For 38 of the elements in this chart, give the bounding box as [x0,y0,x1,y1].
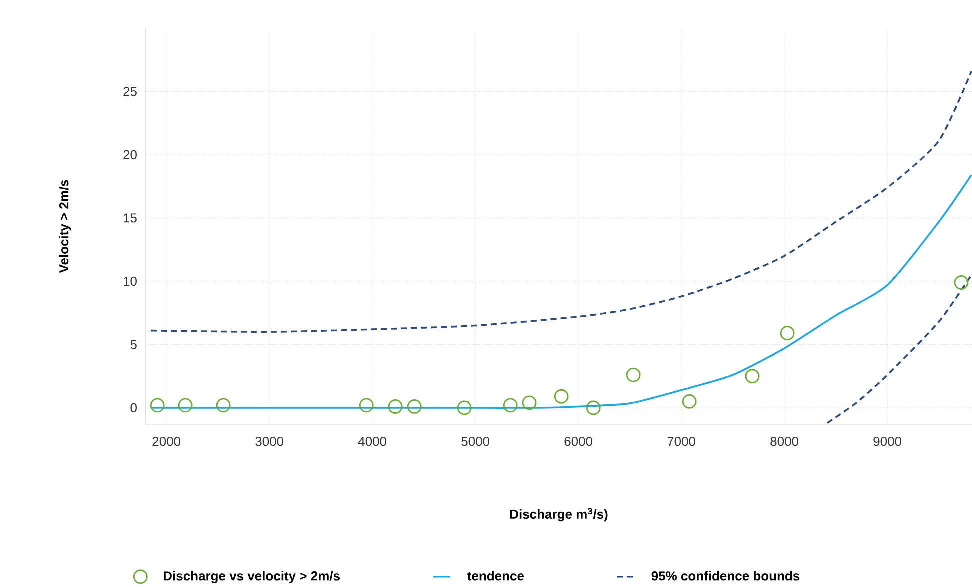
point [954,276,969,290]
point [178,398,193,413]
point [682,394,697,409]
legend-label: tendence [468,571,524,581]
point [554,389,569,404]
y-tick-label: 25 [124,87,137,96]
y-tick-label: 15 [124,214,137,223]
x-tick-label: 6000 [564,436,593,446]
y-tick-label: 20 [124,150,137,160]
x-tick-label: 4000 [358,436,387,446]
point [626,368,641,382]
x-tick-label: 2000 [152,436,181,446]
x-tick-label: 9000 [874,436,902,446]
y-axis-title: Velocity > 2m/s [59,180,72,274]
legend-label: 95% confidence bounds [652,571,800,581]
point [745,369,760,384]
point [457,400,472,416]
y-tick-label: 0 [130,403,137,413]
point [586,400,601,416]
line-series [150,174,972,409]
x-tick-label: 3000 [256,436,284,446]
point [503,398,518,413]
x-tick-label: 8000 [770,436,799,446]
point [522,396,537,410]
point [216,398,231,413]
point [407,400,422,414]
x-tick-label: 5000 [462,436,490,446]
y-tick-label: 10 [124,276,137,286]
point [150,398,165,413]
y-tick-label: 5 [130,340,137,350]
line-series [150,70,972,333]
point [359,398,374,413]
line-series [826,274,972,424]
x-tick-label: 7000 [668,436,696,446]
x-axis-title: Discharge m$^{3}$/s) [510,508,608,522]
legend-label: Discharge vs velocity > 2m/s [164,571,340,584]
point [388,400,403,414]
point [780,326,795,341]
